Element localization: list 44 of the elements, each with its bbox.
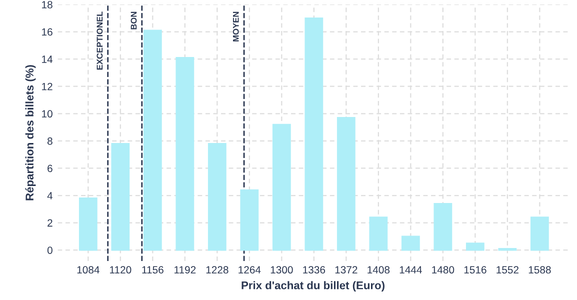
- x-tick-label: 1336: [303, 266, 326, 274]
- bar: [304, 17, 324, 251]
- x-tick-label: 1156: [142, 266, 164, 274]
- x-tick-label: 1192: [174, 266, 196, 274]
- bar: [369, 216, 388, 251]
- x-tick-label: 1300: [270, 266, 293, 274]
- bar: [401, 236, 420, 251]
- x-tick-label: 1084: [77, 266, 100, 274]
- x-tick-label: 1408: [368, 266, 390, 274]
- bar: [272, 124, 291, 251]
- y-tick-label: 14: [42, 56, 53, 63]
- x-tick-label: 1120: [110, 266, 132, 274]
- y-tick-label: 8: [48, 137, 52, 145]
- y-tick-label: 0: [47, 246, 52, 254]
- ref-line-label: EXCEPTIONEL: [96, 12, 103, 70]
- y-tick-label: 10: [42, 110, 52, 118]
- bar: [466, 242, 484, 251]
- x-tick-label: 1264: [238, 266, 261, 274]
- bar: [336, 117, 356, 251]
- y-tick-label: 2: [48, 219, 52, 227]
- y-tick-label: 16: [42, 28, 52, 36]
- y-axis-title: Répartition des billets (%): [25, 65, 36, 200]
- ref-line-label: BON: [130, 12, 137, 30]
- bar: [434, 203, 452, 251]
- x-tick-label: 1372: [335, 266, 358, 274]
- x-tick-label: 1588: [528, 266, 551, 274]
- y-tick-label: 12: [42, 82, 52, 90]
- bar: [78, 198, 98, 251]
- x-tick-label: 1444: [400, 266, 422, 274]
- ref-line-label: MOYEN: [232, 12, 239, 42]
- bar: [208, 142, 226, 251]
- bar: [530, 216, 549, 251]
- bar: [143, 30, 162, 251]
- x-axis-title: Prix d'achat du billet (Euro): [242, 281, 384, 292]
- x-tick-label: 1228: [206, 266, 228, 274]
- y-tick-label: 6: [48, 164, 52, 172]
- bar: [240, 189, 259, 251]
- bar: [176, 57, 194, 251]
- y-tick-label: 4: [47, 192, 53, 200]
- x-tick-label: 1552: [496, 266, 518, 274]
- bar: [111, 142, 130, 251]
- x-tick-label: 1480: [432, 266, 454, 274]
- x-tick-label: 1516: [464, 266, 486, 274]
- y-tick-label: 18: [42, 1, 52, 8]
